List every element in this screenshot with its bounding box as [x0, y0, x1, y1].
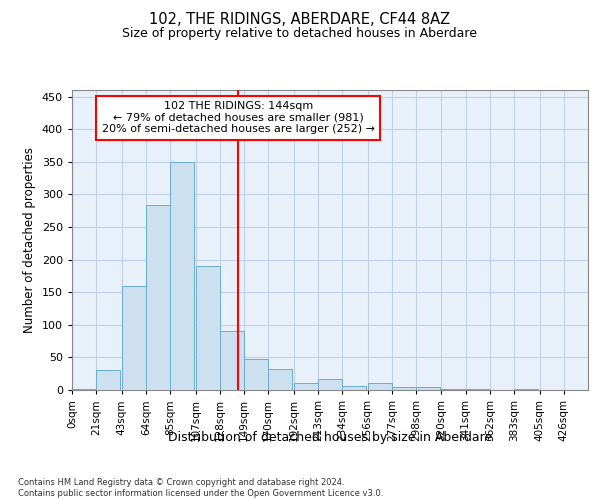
Bar — [146, 206, 170, 390]
Bar — [244, 358, 268, 390]
Bar — [293, 383, 318, 390]
Bar — [342, 386, 367, 390]
Bar — [72, 388, 96, 390]
Text: 102, THE RIDINGS, ABERDARE, CF44 8AZ: 102, THE RIDINGS, ABERDARE, CF44 8AZ — [149, 12, 451, 28]
Bar — [170, 162, 194, 390]
Bar — [442, 388, 466, 390]
Text: Distribution of detached houses by size in Aberdare: Distribution of detached houses by size … — [168, 431, 492, 444]
Bar — [122, 286, 146, 390]
Y-axis label: Number of detached properties: Number of detached properties — [23, 147, 36, 333]
Bar — [196, 266, 220, 390]
Text: Size of property relative to detached houses in Aberdare: Size of property relative to detached ho… — [122, 28, 478, 40]
Bar — [96, 370, 121, 390]
Bar — [318, 379, 342, 390]
Bar — [514, 388, 538, 390]
Bar — [466, 388, 490, 390]
Bar — [416, 386, 440, 390]
Text: 102 THE RIDINGS: 144sqm
← 79% of detached houses are smaller (981)
20% of semi-d: 102 THE RIDINGS: 144sqm ← 79% of detache… — [102, 101, 375, 134]
Bar — [268, 369, 292, 390]
Bar — [220, 332, 244, 390]
Bar — [368, 384, 392, 390]
Bar — [392, 386, 416, 390]
Text: Contains HM Land Registry data © Crown copyright and database right 2024.
Contai: Contains HM Land Registry data © Crown c… — [18, 478, 383, 498]
